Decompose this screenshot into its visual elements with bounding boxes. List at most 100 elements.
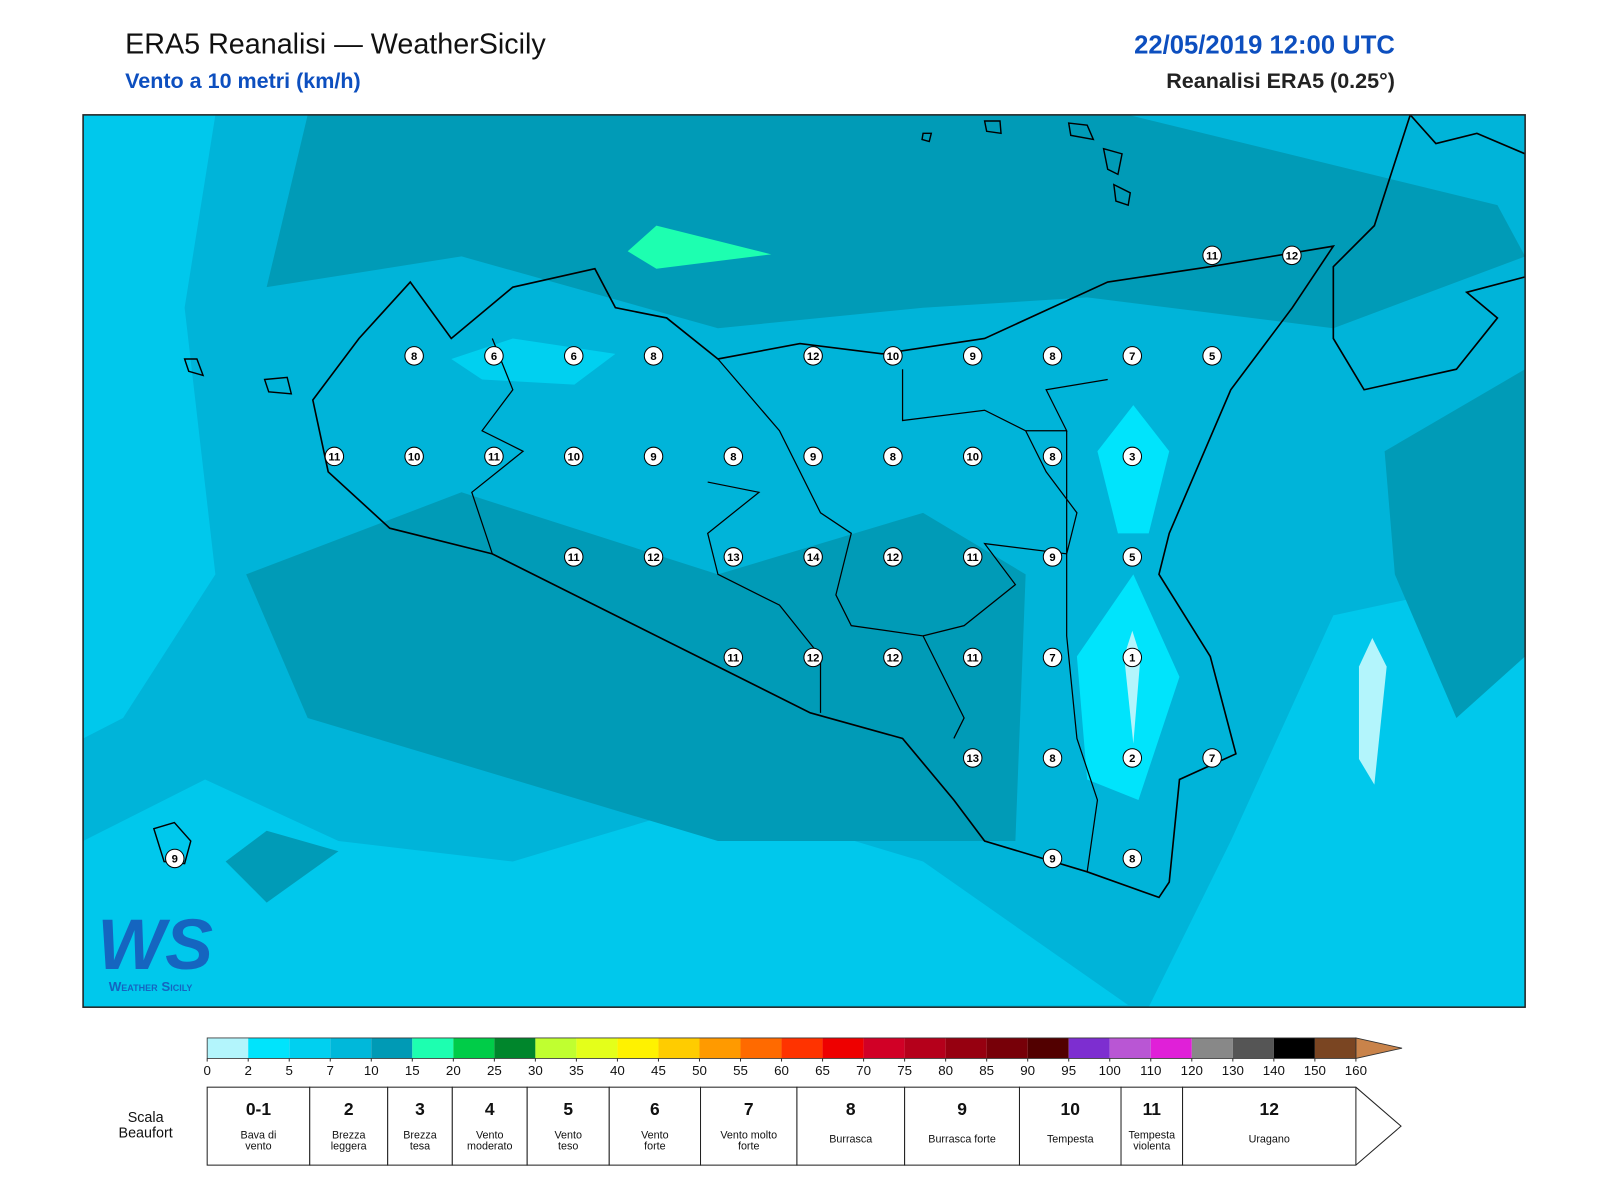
field-dark	[1384, 369, 1526, 718]
field-light	[1148, 574, 1526, 1008]
colorbar-segment	[699, 1037, 741, 1059]
colorbar-tick-label: 120	[1181, 1063, 1203, 1078]
colorbar-segment	[822, 1037, 864, 1059]
beaufort-box	[309, 1086, 389, 1166]
station-marker	[1042, 547, 1063, 567]
station-marker	[962, 346, 983, 366]
colorbar-segment	[617, 1037, 659, 1059]
station-marker	[1202, 245, 1222, 266]
station-marker	[484, 346, 504, 366]
station-value: 11	[1206, 250, 1218, 262]
colorbar-extend	[1355, 1037, 1403, 1059]
colorbar-segment	[1068, 1037, 1110, 1059]
colorbar-segment	[207, 1037, 249, 1059]
colorbar-segment	[781, 1037, 823, 1059]
colorbar-tick-label: 30	[528, 1063, 543, 1078]
station-marker	[1122, 446, 1143, 467]
station-marker	[883, 346, 903, 366]
station-marker	[723, 446, 744, 467]
field-dark	[225, 830, 339, 903]
station-value: 13	[727, 552, 740, 564]
station-value: 9	[1049, 552, 1055, 564]
logo-mark: WS	[97, 905, 213, 985]
station-value: 13	[966, 753, 979, 765]
station-marker	[564, 446, 584, 467]
station-marker	[1202, 346, 1222, 366]
station-value: 7	[1129, 351, 1135, 363]
station-marker	[883, 446, 903, 467]
colorbar-tick-label: 110	[1140, 1063, 1161, 1078]
station-value: 6	[491, 351, 497, 363]
colorbar-segment	[371, 1037, 413, 1059]
station-marker	[643, 446, 664, 467]
colorbar-tick-label: 2	[244, 1063, 251, 1078]
beaufort-box	[904, 1086, 1020, 1166]
station-value: 10	[887, 351, 900, 363]
map-frame	[82, 114, 1526, 1008]
station-marker	[484, 446, 504, 467]
beaufort-name: Vento moderato	[467, 1129, 512, 1152]
colorbar-tick-label: 95	[1061, 1063, 1076, 1078]
station-marker	[1122, 748, 1143, 768]
station-marker	[643, 547, 664, 567]
station-value: 8	[1049, 753, 1055, 765]
station-marker	[803, 647, 823, 668]
station-value: 8	[1049, 351, 1055, 363]
station-value: 12	[807, 652, 820, 664]
sicily-coast	[311, 245, 1336, 899]
colorbar-tick-label: 40	[610, 1063, 625, 1078]
colorbar-tick-label: 10	[364, 1063, 379, 1078]
station-marker	[404, 446, 424, 467]
station-marker	[962, 647, 983, 668]
station-value: 1	[1129, 652, 1135, 664]
beaufort-box	[1182, 1086, 1402, 1166]
station-marker	[803, 346, 823, 366]
colorbar-tick-label: 65	[815, 1063, 830, 1078]
station-value: 8	[1129, 853, 1135, 865]
beaufort-force: 11	[1143, 1099, 1162, 1119]
station-value: 10	[408, 451, 421, 463]
station-value: 3	[1129, 451, 1135, 463]
station-value: 8	[730, 451, 736, 463]
station-value: 10	[567, 451, 580, 463]
field-cyan	[1097, 405, 1170, 534]
station-marker	[1042, 346, 1063, 366]
station-value: 14	[807, 552, 820, 564]
colorbar-tick-label: 150	[1304, 1063, 1326, 1078]
calabria-coast	[1332, 114, 1526, 391]
station-marker	[1122, 647, 1143, 668]
colorbar-tick-label: 55	[733, 1063, 748, 1078]
beaufort-box	[1120, 1086, 1184, 1166]
colorbar-segment	[412, 1037, 454, 1059]
station-marker	[1042, 446, 1063, 467]
station-value: 7	[1209, 753, 1215, 765]
beaufort-force: 9	[957, 1099, 967, 1119]
station-value: 7	[1049, 652, 1055, 664]
beaufort-name: Uragano	[1249, 1134, 1290, 1146]
beaufort-box	[608, 1086, 702, 1166]
station-value: 2	[1129, 753, 1135, 765]
colorbar-tick-label: 75	[897, 1063, 912, 1078]
colorbar-segment	[1232, 1037, 1274, 1059]
colorbar-segment	[576, 1037, 618, 1059]
beaufort-box	[796, 1086, 906, 1166]
station-marker	[1122, 547, 1143, 567]
colorbar-tick-label: 0	[203, 1063, 210, 1078]
station-value: 10	[966, 451, 979, 463]
station-value: 5	[1129, 552, 1135, 564]
beaufort-name: Burrasca forte	[928, 1134, 996, 1146]
colorbar-tick-label: 25	[487, 1063, 502, 1078]
colorbar-tick-label: 45	[651, 1063, 666, 1078]
colorbar-segment	[248, 1037, 290, 1059]
beaufort-name: Tempesta	[1047, 1134, 1094, 1146]
station-marker	[643, 346, 664, 366]
station-marker	[962, 446, 983, 467]
station-value: 8	[411, 351, 417, 363]
beaufort-force: 12	[1260, 1099, 1279, 1119]
colorbar-segment	[863, 1037, 905, 1059]
station-marker	[1042, 748, 1063, 768]
station-value: 9	[970, 351, 976, 363]
logo: WS Weather Sicily	[97, 905, 213, 994]
